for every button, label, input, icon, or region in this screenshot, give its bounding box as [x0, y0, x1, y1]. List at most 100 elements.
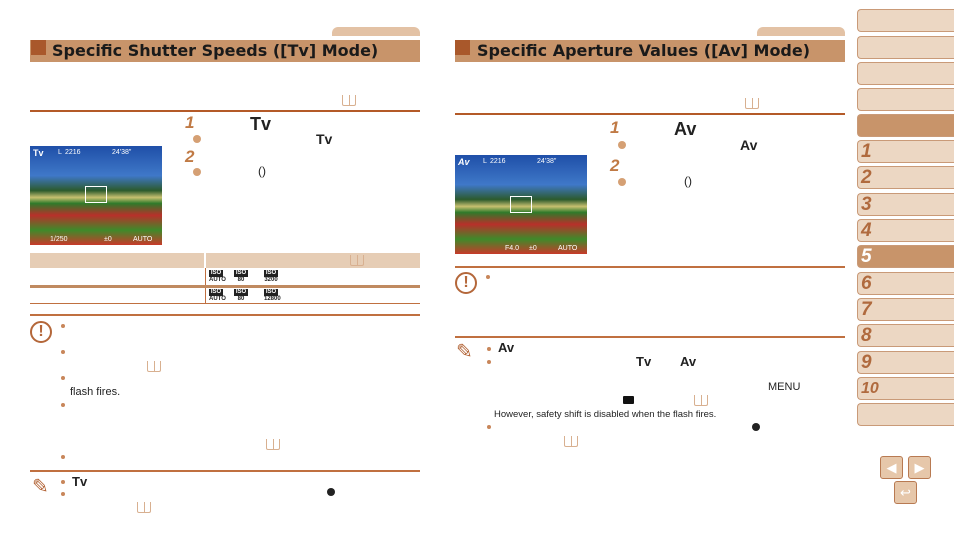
section-tab: [757, 27, 845, 36]
pencil-icon: ✎: [456, 341, 473, 363]
bullet: [61, 324, 65, 328]
focus-frame: [85, 186, 107, 203]
focus-frame: [510, 196, 532, 213]
screen-size: L: [483, 158, 487, 165]
sidebar-chapter-4[interactable]: 4: [857, 219, 954, 242]
sidebar-chapter-6[interactable]: 6: [857, 272, 954, 295]
prev-page-button[interactable]: ◀: [880, 456, 903, 479]
note-mode: Av: [498, 340, 515, 355]
bullet: [618, 178, 626, 186]
divider: [30, 110, 420, 112]
av-label: Av: [680, 354, 697, 369]
book-ref-icon[interactable]: [137, 502, 151, 513]
book-ref-icon[interactable]: [350, 255, 364, 266]
camera-icon: [623, 396, 634, 404]
bullet: [61, 403, 65, 407]
step-number: 1: [610, 118, 620, 137]
divider: [30, 314, 420, 316]
pencil-icon: ✎: [32, 476, 49, 498]
bullet: [61, 455, 65, 459]
sidebar-item-advanced[interactable]: [857, 88, 954, 111]
sidebar-chapter-7[interactable]: 7: [857, 298, 954, 321]
mode-label: Tv: [250, 114, 272, 134]
mode-label: Av: [674, 119, 697, 139]
sidebar-item-contents[interactable]: [857, 36, 954, 59]
screen-shots: 2216: [490, 158, 506, 165]
note-mode: Tv: [72, 474, 88, 489]
title-square-icon: [455, 40, 470, 55]
next-page-button[interactable]: ▶: [908, 456, 931, 479]
page-title: Specific Aperture Values ([Av] Mode): [455, 40, 845, 62]
mode-label: Av: [740, 137, 758, 153]
bullet: [193, 135, 201, 143]
bullet: [618, 141, 626, 149]
iso-icon: ISO 12800: [264, 289, 281, 302]
book-ref-icon[interactable]: [147, 361, 161, 372]
table-header-cell: [30, 253, 204, 268]
book-ref-icon[interactable]: [694, 395, 708, 406]
screen-iso: AUTO: [558, 245, 578, 252]
screen-shutter: 1/250: [50, 236, 68, 243]
screen-size: L: [58, 149, 62, 156]
dial-icon: [327, 488, 335, 496]
bullet: [61, 376, 65, 380]
bullet: [61, 492, 65, 496]
step-number: 2: [185, 147, 195, 166]
caution-text: flash fires.: [70, 386, 121, 398]
iso-icon: ISO AUTO: [209, 289, 226, 302]
divider: [30, 470, 420, 472]
sidebar-chapter-9[interactable]: 9: [857, 351, 954, 374]
book-ref-icon[interactable]: [564, 436, 578, 447]
table-header-cell: [206, 253, 420, 268]
bullet: [193, 168, 201, 176]
caution-icon: !: [30, 321, 52, 343]
divider: [455, 266, 845, 268]
sidebar-item-index[interactable]: [857, 403, 954, 426]
sidebar-chapter-3[interactable]: 3: [857, 193, 954, 216]
dial-icon: [752, 423, 760, 431]
caution-icon: !: [455, 272, 477, 294]
iso-icon: ISO 80: [234, 289, 248, 302]
screen-exposure: ±0: [529, 245, 537, 252]
dial-symbol: (): [258, 164, 266, 178]
menu-button-label: MENU: [768, 381, 801, 393]
sidebar-item-cover[interactable]: [857, 9, 954, 32]
sidebar-chapter-5[interactable]: 5: [857, 245, 954, 268]
iso-icon: ISO AUTO: [209, 270, 226, 283]
screen-aperture: F4.0: [505, 245, 520, 252]
return-button[interactable]: ↩: [894, 481, 917, 504]
screen-exposure: ±0: [104, 236, 112, 243]
bullet: [486, 275, 490, 279]
bullet: [487, 360, 491, 364]
screen-shots: 2216: [65, 149, 81, 156]
sidebar-chapter-10[interactable]: 10: [857, 377, 954, 400]
dial-symbol: (): [684, 174, 692, 188]
sidebar-item-basics[interactable]: [857, 62, 954, 85]
title-square-icon: [31, 40, 46, 55]
tv-label: Tv: [636, 354, 652, 369]
safety-shift-text: However, safety shift is disabled when t…: [494, 409, 717, 420]
table-bottom: [30, 303, 420, 304]
bullet: [487, 347, 491, 351]
mode-label: Tv: [316, 131, 333, 147]
divider: [455, 336, 845, 338]
sidebar-chapter-1[interactable]: 1: [857, 140, 954, 163]
sidebar-chapter-8[interactable]: 8: [857, 324, 954, 347]
iso-icon: ISO 3200: [264, 270, 278, 283]
table-divider: [30, 285, 420, 288]
screen-mode: Tv: [33, 148, 44, 158]
bullet: [61, 350, 65, 354]
book-ref-icon[interactable]: [342, 95, 356, 106]
sidebar-item-section[interactable]: [857, 114, 954, 137]
screen-time: 24'38": [112, 149, 132, 156]
screen-time: 24'38": [537, 158, 557, 165]
sidebar-chapter-2[interactable]: 2: [857, 166, 954, 189]
camera-screen-image: Tv L 2216 24'38" 1/250 ±0 AUTO: [30, 146, 162, 245]
divider: [455, 113, 845, 115]
book-ref-icon[interactable]: [745, 98, 759, 109]
bullet: [61, 480, 65, 484]
iso-icon: ISO 80: [234, 270, 248, 283]
section-tab: [332, 27, 420, 36]
screen-mode: Av: [458, 157, 470, 167]
book-ref-icon[interactable]: [266, 439, 280, 450]
